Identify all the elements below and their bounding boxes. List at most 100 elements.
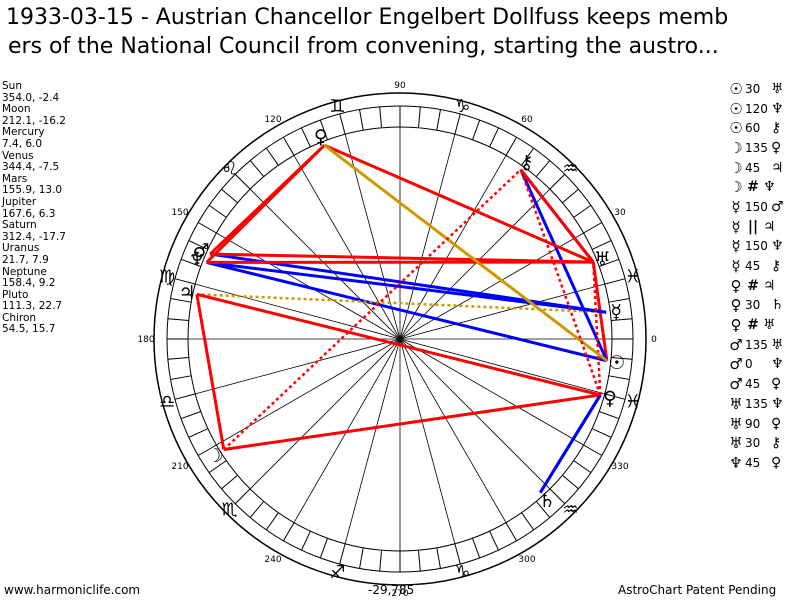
- degree-tick: [454, 113, 461, 135]
- degree-tick: [472, 119, 481, 140]
- degree-tick: [265, 512, 279, 531]
- degree-tick: [436, 547, 441, 569]
- aspect-line: [206, 260, 608, 363]
- aspect-angle: #: [747, 179, 759, 196]
- degree-tick: [301, 127, 311, 148]
- degree-tick: [379, 550, 383, 572]
- planet-name: Pluto: [2, 288, 29, 301]
- house-spoke: [399, 188, 551, 340]
- house-spoke: [399, 338, 456, 544]
- aspect-planet1-glyph: ♂: [729, 355, 743, 374]
- degree-tick: [535, 160, 551, 177]
- aspect-planet2-glyph: ♆: [771, 100, 784, 117]
- aspect-planet1-glyph: ☽: [729, 138, 743, 157]
- aspect-row: ♀ 30 ♄: [727, 296, 784, 316]
- degree-label: 150: [171, 208, 188, 218]
- aspect-planet1-glyph: ♅: [729, 434, 743, 453]
- zodiac-sign-glyph: ♌: [222, 159, 238, 180]
- degree-label: 0: [651, 335, 657, 345]
- aspect-line: [205, 144, 326, 264]
- aspect-row: ♅ 30 ⚷: [727, 433, 784, 453]
- degree-label: 330: [611, 462, 628, 472]
- degree-tick: [562, 474, 579, 490]
- degree-tick: [170, 298, 192, 303]
- planet-coords: 54.5, 15.7: [2, 323, 56, 336]
- degree-tick: [562, 188, 579, 204]
- degree-tick: [265, 147, 279, 166]
- aspect-row: ♂ 45 ♀: [727, 374, 784, 394]
- planet-glyph: ♄: [538, 490, 555, 512]
- planet-glyph: ☽: [207, 445, 224, 467]
- aspect-planet2-glyph: ♀: [771, 376, 782, 393]
- house-spoke: [195, 283, 401, 340]
- aspect-angle: 120: [745, 101, 768, 116]
- aspect-row: ♀ # ♃: [727, 276, 784, 296]
- degree-label: 60: [521, 115, 533, 125]
- chart-title-line2: ers of the National Council from conveni…: [8, 34, 719, 59]
- aspect-line: [519, 169, 602, 396]
- planet-name: Mars: [2, 172, 28, 185]
- planet-coords: 344.4, -7.5: [2, 161, 60, 174]
- degree-tick: [170, 375, 192, 380]
- degree-tick: [521, 512, 535, 531]
- aspect-line: [206, 260, 607, 314]
- aspect-planet1-glyph: ☉: [729, 99, 743, 118]
- zodiac-sign-glyph: ♐: [330, 562, 346, 583]
- zodiac-sign-glyph: ♑: [454, 96, 470, 117]
- degree-tick: [359, 109, 364, 131]
- planet-name: Moon: [2, 103, 31, 116]
- aspect-row: ♆ 45 ♀: [727, 453, 784, 473]
- aspect-planet1-glyph: ♂: [729, 375, 743, 394]
- degree-tick: [608, 375, 630, 380]
- aspect-planet2-glyph: ⚷: [771, 258, 782, 275]
- planet-name: Venus: [2, 149, 34, 162]
- degree-tick: [197, 222, 217, 234]
- degree-tick: [583, 444, 603, 456]
- degree-tick: [234, 173, 251, 190]
- aspect-planet2-glyph: ⚷: [771, 435, 782, 452]
- house-spoke: [399, 232, 584, 340]
- aspect-angle: 135: [745, 140, 768, 155]
- chart-offset-readout: -29,785: [368, 583, 415, 597]
- aspect-angle: ||: [747, 218, 759, 235]
- aspect-angle: 30: [745, 436, 761, 451]
- zodiac-sign-glyph: ♑: [454, 562, 470, 583]
- planet-name: Uranus: [2, 242, 40, 255]
- website-link[interactable]: www.harmoniclife.com: [4, 583, 141, 597]
- degree-label: 90: [394, 81, 406, 91]
- aspect-angle: 30: [745, 298, 761, 313]
- degree-tick: [489, 127, 499, 148]
- aspect-angle: 150: [745, 199, 768, 214]
- aspect-planet2-glyph: ♆: [771, 356, 784, 373]
- aspect-planet1-glyph: ♅: [729, 394, 743, 413]
- degree-tick: [208, 204, 227, 218]
- degree-tick: [339, 113, 346, 135]
- planet-name: Sun: [2, 80, 22, 92]
- planet-glyph: ♃: [179, 282, 196, 304]
- aspect-line: [196, 292, 601, 397]
- degree-tick: [234, 488, 251, 505]
- planet-coords: 354.0, -2.4: [2, 91, 60, 104]
- aspect-row: ♅ 90 ♀: [727, 414, 784, 434]
- degree-tick: [591, 240, 612, 250]
- planet-glyph: ♆: [189, 249, 206, 271]
- degree-tick: [167, 356, 189, 360]
- degree-tick: [221, 474, 238, 490]
- planet-coords: 212.1, -16.2: [2, 114, 66, 127]
- aspect-planet2-glyph: ♄: [771, 297, 784, 314]
- degree-tick: [573, 204, 592, 218]
- degree-tick: [283, 522, 295, 542]
- planet-glyph: ♂: [192, 240, 209, 262]
- aspect-row: ☿ || ♃: [727, 217, 784, 237]
- aspect-angle: #: [747, 317, 759, 334]
- planet-coords: 312.4, -17.7: [2, 230, 66, 243]
- aspect-planet1-glyph: ♅: [729, 414, 743, 433]
- aspect-angle: 135: [745, 396, 768, 411]
- degree-tick: [188, 428, 209, 438]
- degree-tick: [611, 318, 633, 322]
- degree-tick: [208, 460, 227, 474]
- aspect-planet2-glyph: ♃: [763, 218, 776, 235]
- aspect-planet1-glyph: ♀: [730, 296, 742, 315]
- aspect-planet1-glyph: ♀: [730, 276, 742, 295]
- aspect-line: [538, 394, 602, 494]
